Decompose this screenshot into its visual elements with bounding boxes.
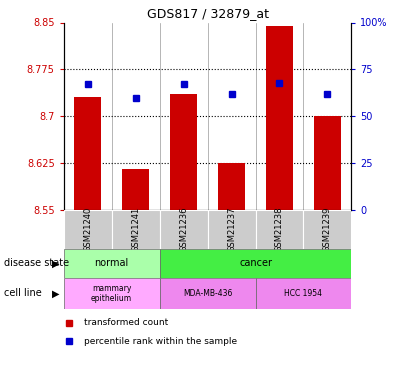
Text: ▶: ▶ bbox=[52, 258, 60, 268]
Bar bbox=[208, 210, 256, 249]
Bar bbox=[159, 210, 208, 249]
Text: GSM21237: GSM21237 bbox=[227, 207, 236, 252]
Bar bbox=[303, 210, 351, 249]
Text: GSM21236: GSM21236 bbox=[179, 207, 188, 252]
Text: cell line: cell line bbox=[4, 288, 42, 298]
Text: GSM21239: GSM21239 bbox=[323, 207, 332, 252]
Text: disease state: disease state bbox=[4, 258, 69, 268]
Text: mammary
epithelium: mammary epithelium bbox=[91, 284, 132, 303]
Bar bbox=[64, 210, 112, 249]
Bar bbox=[256, 210, 303, 249]
Text: percentile rank within the sample: percentile rank within the sample bbox=[84, 337, 237, 346]
Bar bbox=[314, 116, 341, 210]
Bar bbox=[256, 278, 351, 309]
Text: GSM21238: GSM21238 bbox=[275, 207, 284, 252]
Bar bbox=[159, 249, 351, 278]
Bar bbox=[159, 278, 256, 309]
Text: GSM21241: GSM21241 bbox=[131, 207, 140, 252]
Bar bbox=[64, 249, 159, 278]
Bar bbox=[266, 26, 293, 210]
Bar bbox=[218, 163, 245, 210]
Text: HCC 1954: HCC 1954 bbox=[284, 289, 323, 298]
Text: MDA-MB-436: MDA-MB-436 bbox=[183, 289, 232, 298]
Bar bbox=[171, 94, 197, 210]
Title: GDS817 / 32879_at: GDS817 / 32879_at bbox=[147, 7, 268, 20]
Bar bbox=[112, 210, 159, 249]
Text: GSM21240: GSM21240 bbox=[83, 207, 92, 252]
Text: normal: normal bbox=[95, 258, 129, 268]
Bar bbox=[74, 98, 101, 210]
Text: transformed count: transformed count bbox=[84, 318, 168, 327]
Text: ▶: ▶ bbox=[52, 288, 60, 298]
Bar bbox=[122, 170, 149, 210]
Bar bbox=[64, 278, 159, 309]
Text: cancer: cancer bbox=[239, 258, 272, 268]
